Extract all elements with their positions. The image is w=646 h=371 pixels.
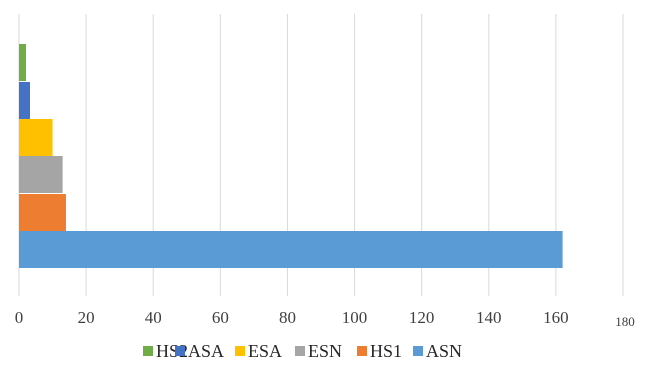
legend-swatch-asa: [175, 346, 185, 356]
legend-label-hs1: HS1: [370, 341, 402, 361]
x-tick-label-180: 180: [615, 314, 635, 329]
legend: HS2 ASA ESA ESN HS1 ASN: [143, 341, 462, 361]
bars: [19, 44, 563, 268]
legend-label-esa: ESA: [248, 341, 282, 361]
x-tick-label-120: 120: [409, 308, 435, 327]
bar-hs2: [19, 44, 26, 81]
x-axis-tick-labels: 0 20 40 60 80 100 120 140 160 180: [15, 308, 635, 329]
x-tick-label-60: 60: [212, 308, 229, 327]
bar-hs1: [19, 194, 66, 231]
legend-swatch-hs2: [143, 346, 153, 356]
bar-esn: [19, 156, 63, 193]
x-tick-label-160: 160: [543, 308, 569, 327]
bar-asn: [19, 231, 563, 268]
legend-label-esn: ESN: [308, 341, 342, 361]
x-tick-label-80: 80: [279, 308, 296, 327]
legend-swatch-hs1: [357, 346, 367, 356]
gridlines: [18, 14, 624, 296]
x-tick-label-100: 100: [342, 308, 368, 327]
x-tick-label-40: 40: [145, 308, 162, 327]
legend-label-asa: ASA: [188, 341, 224, 361]
legend-swatch-asn: [413, 346, 423, 356]
x-tick-label-20: 20: [78, 308, 95, 327]
legend-label-asn: ASN: [426, 341, 462, 361]
bar-esa: [19, 119, 53, 156]
x-tick-label-0: 0: [15, 308, 24, 327]
x-tick-label-140: 140: [476, 308, 502, 327]
legend-swatch-esa: [235, 346, 245, 356]
legend-swatch-esn: [295, 346, 305, 356]
bar-asa: [19, 82, 30, 119]
